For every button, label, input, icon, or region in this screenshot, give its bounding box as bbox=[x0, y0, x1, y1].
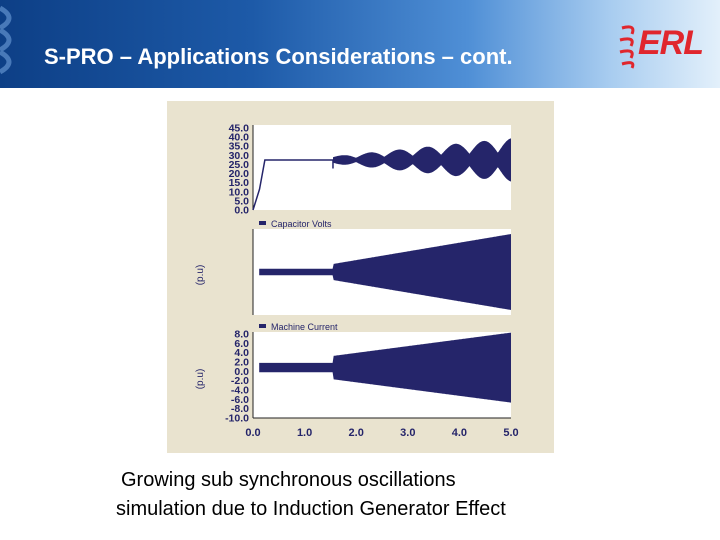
legend-swatch-capacitor bbox=[259, 221, 266, 225]
plot3-y-tick-labels: 8.06.04.02.00.0-2.0-4.0-6.0-8.0-10.0 bbox=[225, 329, 249, 425]
logo-emblem-icon bbox=[619, 25, 635, 69]
caption-line-1: Growing sub synchronous oscillations bbox=[121, 469, 456, 491]
plot3-x-tick-label: 5.0 bbox=[503, 427, 518, 439]
slide-title: S-PRO – Applications Considerations – co… bbox=[44, 44, 513, 69]
header-stripe-decoration bbox=[0, 5, 12, 75]
plot1-y-tick-label: 30.0 bbox=[229, 150, 250, 162]
plot3-y-label: (p.u) bbox=[195, 369, 206, 390]
plot3-oscillation-band bbox=[259, 332, 511, 403]
plot3-y-tick-label: 2.0 bbox=[234, 357, 249, 369]
plot3-x-tick-label: 0.0 bbox=[245, 427, 260, 439]
plot3-y-tick-label: -2.0 bbox=[231, 375, 249, 387]
plot1-y-tick-label: 0.0 bbox=[234, 205, 249, 217]
plot1-oscillation-band bbox=[333, 138, 511, 182]
plot3-x-tick-label: 2.0 bbox=[349, 427, 364, 439]
plot1-y-tick-label: 45.0 bbox=[229, 123, 250, 135]
plot2-oscillation-band bbox=[259, 234, 511, 310]
legend-swatch-machine bbox=[259, 324, 266, 328]
simulation-figure: 45.040.035.030.025.020.015.010.05.00.0 C… bbox=[195, 123, 519, 440]
plot1-y-tick-label: 10.0 bbox=[229, 186, 250, 198]
plot3-y-tick-label: 4.0 bbox=[234, 347, 249, 359]
plot1-y-tick-label: 15.0 bbox=[229, 177, 250, 189]
plot1-y-tick-label: 5.0 bbox=[234, 195, 249, 207]
plot2-y-label: (p.u) bbox=[195, 265, 206, 286]
plot3-y-tick-label: 6.0 bbox=[234, 338, 249, 350]
plot1-y-tick-label: 20.0 bbox=[229, 168, 250, 180]
plot1-y-tick-label: 25.0 bbox=[229, 159, 250, 171]
plot1-y-tick-label: 35.0 bbox=[229, 141, 250, 153]
caption-line-2: simulation due to Induction Generator Ef… bbox=[116, 498, 506, 520]
plot3-y-tick-label: -4.0 bbox=[231, 385, 249, 397]
figure-caption: Growing sub synchronous oscillations sim… bbox=[116, 466, 636, 524]
legend-machine-current: Machine Current bbox=[271, 322, 338, 332]
erl-logo: ERL bbox=[618, 20, 710, 70]
plot3-x-tick-label: 4.0 bbox=[452, 427, 467, 439]
plot3-x-tick-label: 1.0 bbox=[297, 427, 312, 439]
plot3-x-tick-labels: 0.0 1.0 2.0 3.0 4.0 5.0 bbox=[245, 427, 518, 439]
plot3-y-tick-label: 0.0 bbox=[234, 366, 249, 378]
legend-capacitor-volts: Capacitor Volts bbox=[271, 219, 332, 229]
plot1-y-tick-label: 40.0 bbox=[229, 132, 250, 144]
logo-text: ERL bbox=[638, 24, 704, 62]
plot3-y-tick-label: -8.0 bbox=[231, 403, 249, 415]
plot3-x-tick-label: 3.0 bbox=[400, 427, 415, 439]
plot3-y-tick-label: -6.0 bbox=[231, 394, 249, 406]
slide-header: S-PRO – Applications Considerations – co… bbox=[0, 0, 720, 88]
plot1-y-tick-labels: 45.040.035.030.025.020.015.010.05.00.0 bbox=[229, 123, 250, 217]
plot1-ramp-trace bbox=[252, 159, 334, 211]
plot3-y-tick-label: 8.0 bbox=[234, 329, 249, 341]
plot3-y-tick-label: -10.0 bbox=[225, 413, 249, 425]
